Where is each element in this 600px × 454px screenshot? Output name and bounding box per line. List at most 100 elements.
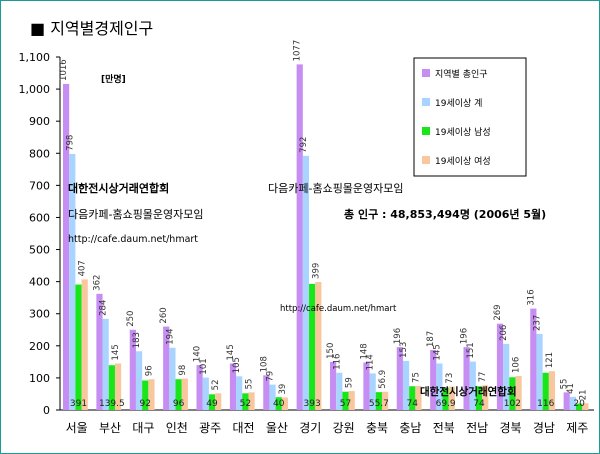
legend-box — [413, 57, 527, 177]
bar-경북-0 — [496, 323, 504, 410]
chart-title: ■ 지역별경제인구 — [30, 19, 153, 38]
bar-전북-2 — [442, 387, 449, 410]
y-tick-label: 300 — [29, 308, 50, 321]
bar-인천-3 — [181, 378, 188, 410]
bar-value-label: 1016 — [59, 59, 69, 81]
bar-전남-0 — [463, 347, 470, 410]
bar-울산-3 — [281, 397, 289, 410]
bar-대전-2 — [242, 393, 249, 410]
bar-value-label: 237 — [533, 315, 543, 331]
cafe-name-annotation: 다음카페-홈쇼핑몰운영자모임 — [68, 207, 204, 221]
bar-대전-1 — [236, 376, 243, 410]
bar-value-label-male: 55.7 — [369, 399, 389, 409]
x-tick-label: 강원 — [333, 421, 355, 435]
bar-광주-2 — [208, 394, 216, 410]
legend-entry: 19세이상 남성 — [435, 127, 491, 138]
bar-value-label-male: 49 — [206, 399, 218, 409]
bar-울산-0 — [263, 375, 270, 410]
bar-전남-3 — [482, 385, 489, 410]
bar-value-label: 105 — [232, 357, 242, 373]
bar-대전-0 — [229, 363, 237, 410]
legend-entry: 19세이상 여성 — [435, 155, 491, 167]
bar-value-label: 75 — [411, 372, 421, 383]
bar-대전-3 — [248, 392, 255, 410]
x-tick-label: 경기 — [299, 421, 321, 435]
bar-광주-1 — [202, 377, 209, 410]
bar-경남-1 — [536, 333, 543, 410]
legend-swatch — [422, 69, 430, 77]
bar-경기-2 — [309, 283, 316, 410]
y-tick-label: 500 — [29, 244, 50, 257]
bar-충남-3 — [415, 385, 422, 410]
bar-value-label: 79 — [266, 371, 276, 382]
bar-value-label-male: 116 — [537, 399, 554, 409]
bar-value-label: 798 — [65, 135, 75, 151]
bar-value-label: 73 — [445, 373, 455, 384]
y-tick-label: 200 — [29, 340, 50, 353]
bar-대구-3 — [148, 379, 155, 410]
bar-value-label: 407 — [78, 260, 88, 276]
bar-광주-3 — [215, 393, 222, 410]
bar-서울-2 — [75, 284, 82, 410]
bar-value-label: 269 — [493, 304, 503, 320]
bar-제주-1 — [569, 396, 577, 410]
y-tick-label: 600 — [29, 211, 50, 224]
bar-value-label: 108 — [259, 356, 269, 372]
bar-인천-0 — [163, 326, 170, 410]
bar-value-label: 250 — [126, 311, 136, 327]
bar-value-label: 148 — [359, 343, 369, 359]
bar-충북-0 — [363, 362, 370, 410]
bar-전남-2 — [475, 386, 483, 410]
bar-value-label: 206 — [499, 325, 509, 341]
x-tick-label: 전북 — [433, 421, 455, 435]
x-tick-label: 대전 — [233, 421, 255, 435]
bar-value-label-male: 69.9 — [436, 399, 456, 409]
bar-인천-1 — [169, 347, 176, 410]
bar-경기-0 — [296, 64, 303, 410]
x-tick-label: 제주 — [566, 421, 588, 435]
bar-value-label: 362 — [92, 275, 102, 291]
bar-서울-0 — [63, 83, 70, 410]
bar-강원-3 — [348, 391, 355, 410]
bar-제주-0 — [563, 392, 570, 410]
bar-경남-0 — [530, 308, 537, 410]
bar-value-label: 145 — [432, 344, 442, 360]
bar-value-label-male: 391 — [70, 399, 87, 409]
bar-value-label: 260 — [159, 307, 169, 323]
bar-value-label: 56.9 — [378, 370, 388, 389]
legend-entry: 19세이상 계 — [435, 97, 482, 109]
legend-entry: 지역별 총인구 — [435, 69, 488, 80]
bar-충북-2 — [375, 392, 382, 410]
bar-충북-3 — [381, 391, 389, 410]
bar-value-label-male: 74 — [407, 399, 419, 409]
bar-경남-3 — [548, 371, 556, 410]
bar-value-label-male: 102 — [504, 399, 521, 409]
bar-value-label: 1077 — [293, 40, 303, 62]
x-tick-label: 광주 — [199, 421, 221, 435]
bar-value-label: 284 — [99, 300, 109, 316]
bar-value-label: 59 — [345, 377, 355, 388]
y-tick-label: 100 — [29, 372, 50, 385]
bar-경북-1 — [503, 343, 510, 410]
bar-전북-1 — [436, 363, 443, 410]
bar-value-label: 116 — [332, 354, 342, 370]
bar-value-label-male: 57 — [340, 399, 351, 409]
bar-value-label: 140 — [193, 346, 203, 362]
y-tick-label: 800 — [29, 147, 50, 160]
x-tick-label: 충남 — [399, 421, 421, 435]
bar-value-label: 55 — [245, 379, 255, 390]
bar-인천-2 — [175, 379, 182, 410]
bar-value-label-male: 20 — [573, 399, 585, 409]
cafe-url-annotation-2: http://cafe.daum.net/hmart — [280, 304, 397, 314]
bar-value-label: 21 — [578, 389, 588, 400]
bar-부산-0 — [96, 293, 103, 410]
y-tick-label: 0 — [43, 404, 50, 417]
bar-경북-2 — [509, 377, 516, 410]
x-tick-label: 경남 — [533, 421, 555, 435]
bar-value-label: 153 — [399, 342, 409, 358]
bar-대구-1 — [135, 351, 143, 410]
bar-value-label: 52 — [211, 379, 221, 390]
bar-강원-0 — [330, 361, 337, 410]
bar-서울-1 — [69, 153, 76, 410]
